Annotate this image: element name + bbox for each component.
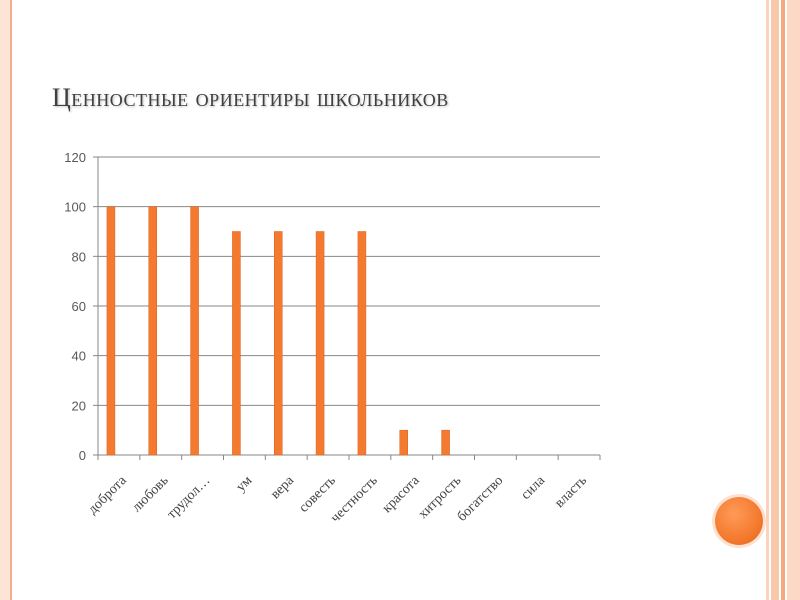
x-tick-label: трудол… [165, 473, 214, 522]
slide-title: Ценностные ориентиры школьников [52, 83, 449, 112]
bar-4 [274, 231, 283, 456]
y-tick-label: 60 [72, 299, 86, 314]
bar-5 [315, 231, 325, 456]
y-tick-label: 80 [72, 249, 86, 264]
y-tick-label: 100 [64, 200, 86, 215]
x-tick-label: ум [234, 473, 256, 495]
y-tick-label: 120 [64, 150, 86, 165]
bar-0 [106, 206, 116, 456]
bar-7 [399, 429, 408, 456]
y-tick-label: 40 [72, 349, 86, 364]
x-tick-label: власть [552, 473, 590, 511]
y-tick-label: 20 [72, 398, 86, 413]
orange-circle-icon [715, 497, 763, 545]
x-tick-label: любовь [129, 473, 171, 515]
x-tick-label: богатство [455, 473, 507, 525]
y-tick-label: 0 [79, 448, 86, 463]
bar-3 [232, 231, 241, 456]
bar-8 [441, 429, 450, 456]
left-border-decoration [0, 0, 12, 600]
bar-2 [190, 206, 199, 456]
right-border-decoration [766, 0, 800, 600]
x-tick-label: доброта [85, 473, 130, 518]
x-tick-label: сила [518, 473, 548, 503]
x-tick-label: вера [268, 473, 298, 503]
x-tick-label: совесть [296, 473, 338, 515]
bar-1 [148, 206, 157, 456]
bar-6 [357, 231, 367, 456]
